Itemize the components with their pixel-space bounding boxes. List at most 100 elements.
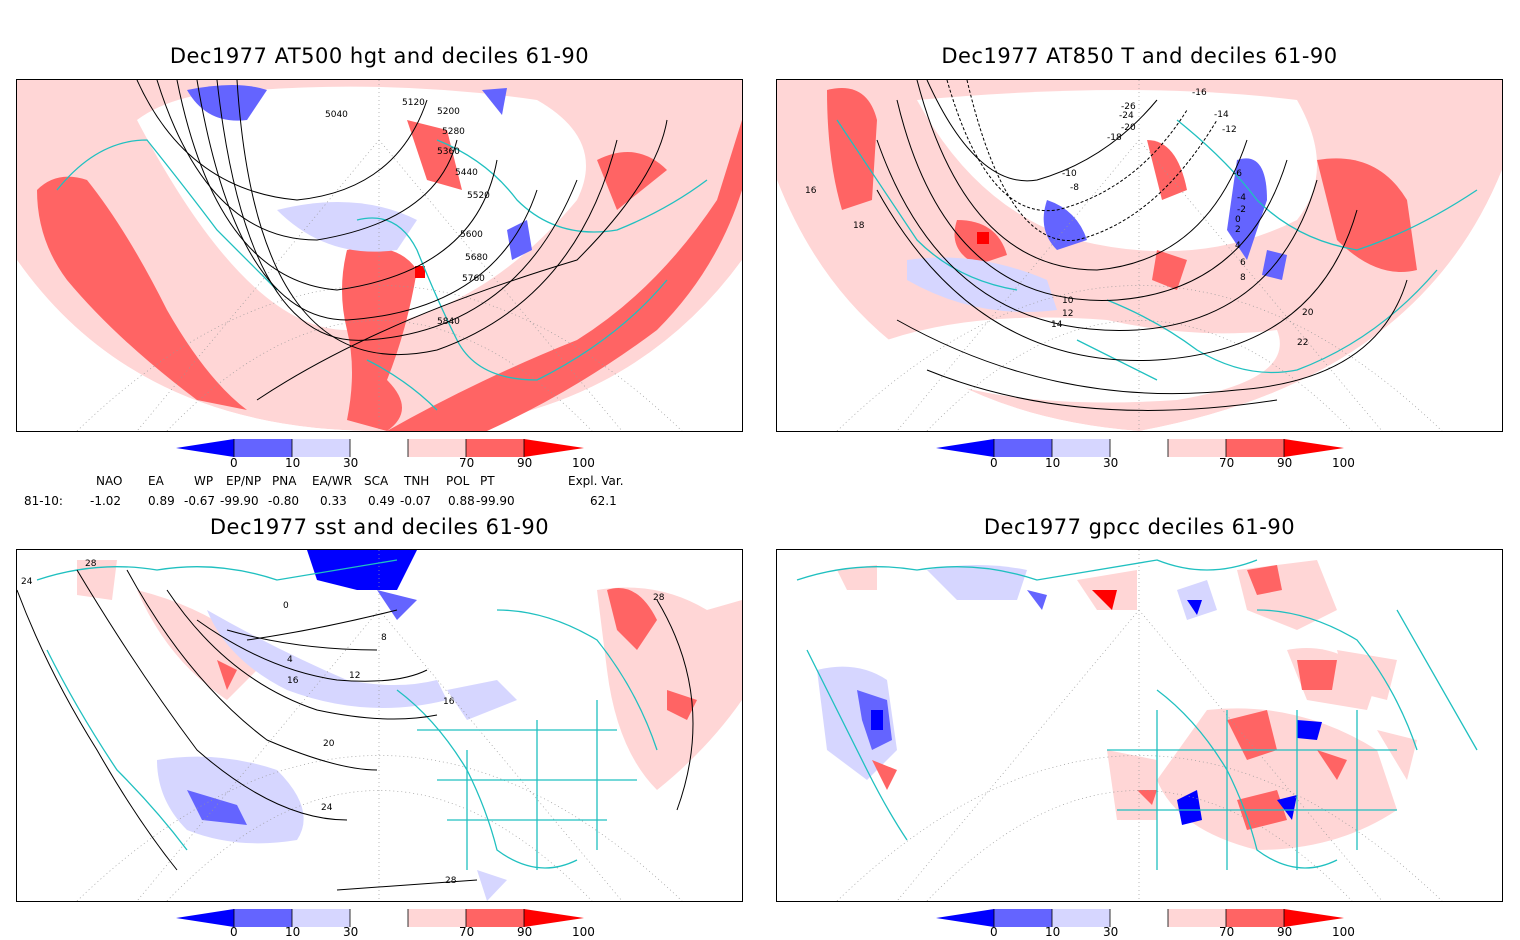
colorbar-tick: 0: [230, 456, 238, 470]
contour-label: -20: [1121, 123, 1136, 133]
teleconnection-header: EA: [148, 474, 164, 488]
colorbar-swatch: [350, 439, 408, 457]
contour-label: 18: [853, 221, 865, 231]
map-panel-at500: 5040 5120 5200 5280 5360 5440 5520 5600 …: [16, 79, 743, 432]
teleconnection-header: POL: [446, 474, 470, 488]
teleconnection-value: -99.90: [220, 494, 259, 508]
colorbar-top-left: 0 10 30 70 90 100: [176, 439, 595, 470]
contour-label: 22: [1297, 338, 1308, 348]
colorbar-bottom-left: 0 10 30 70 90 100: [176, 909, 595, 939]
contour-label: 16: [443, 697, 455, 707]
teleconnection-value: 0.49: [368, 494, 395, 508]
colorbar-tick: 70: [459, 456, 475, 470]
colorbar-swatch: [936, 909, 994, 927]
contour-label: 24: [21, 577, 33, 587]
colorbar-tick: 70: [1219, 925, 1235, 939]
teleconnection-value: -0.67: [184, 494, 216, 508]
contour-label: 28: [653, 593, 665, 603]
colorbar-tick: 90: [517, 925, 533, 939]
teleconnection-value: -1.02: [90, 494, 122, 508]
colorbar-tick: 90: [517, 456, 533, 470]
teleconnection-header: PNA: [272, 474, 297, 488]
teleconnection-header: NAO: [96, 474, 123, 488]
colorbar-swatch: [408, 439, 466, 457]
colorbar-tick: 0: [230, 925, 238, 939]
colorbar-swatch: [1168, 439, 1226, 457]
colorbar-swatch: [292, 909, 350, 927]
colorbar-tick: 70: [459, 925, 475, 939]
teleconnection-value: 0.89: [148, 494, 175, 508]
teleconnection-value: -99.90: [476, 494, 515, 508]
colorbar-swatch: [994, 439, 1052, 457]
contour-label: 5840: [437, 317, 460, 327]
colorbar-swatch: [234, 439, 292, 457]
colorbar-swatch: [524, 909, 584, 927]
colorbar-swatch: [466, 909, 524, 927]
teleconnection-value: 0.88: [448, 494, 475, 508]
panel-title-at500: Dec1977 AT500 hgt and deciles 61-90: [169, 44, 590, 68]
colorbar-bottom-right: 0 10 30 70 90 100: [936, 909, 1355, 939]
colorbar-swatch: [466, 439, 524, 457]
colorbar-tick: 90: [1277, 925, 1293, 939]
contour-label: 2: [1235, 225, 1241, 235]
contour-label: 10: [1062, 296, 1074, 306]
colorbar-tick: 30: [1103, 925, 1119, 939]
contour-label: 4: [287, 655, 293, 665]
contour-label: 16: [805, 186, 817, 196]
contour-label: -26: [1121, 102, 1136, 112]
contour-label: 12: [349, 671, 360, 681]
contour-label: 5440: [455, 168, 478, 178]
colorbar-top-right: 0 10 30 70 90 100: [936, 439, 1355, 470]
contour-label: 5360: [437, 147, 460, 157]
contour-label: 5600: [460, 230, 483, 240]
colorbar-swatch: [1110, 439, 1168, 457]
map-panel-at850: 16 18 20 22 14 12 10 8 6 4 2 0 -2 -4 -6 …: [776, 79, 1503, 432]
colorbar-tick: 30: [1103, 456, 1119, 470]
contour-label: 0: [283, 601, 289, 611]
colorbar-swatch: [1052, 909, 1110, 927]
contour-label: 16: [287, 676, 299, 686]
panel-title-sst: Dec1977 sst and deciles 61-90: [209, 515, 550, 539]
contour-label: 12: [1062, 309, 1073, 319]
colorbar-swatch: [176, 439, 234, 457]
colorbar-swatch: [994, 909, 1052, 927]
colorbar-tick: 10: [285, 925, 301, 939]
contour-label: -2: [1237, 205, 1246, 215]
colorbar-swatch: [350, 909, 408, 927]
contour-label: 5760: [462, 274, 485, 284]
contour-label: 28: [445, 876, 457, 886]
map-panel-gpcc: [776, 549, 1503, 902]
colorbar-tick: 90: [1277, 456, 1293, 470]
colorbar-swatch: [1284, 439, 1344, 457]
colorbar-swatch: [234, 909, 292, 927]
panel-title-at850: Dec1977 AT850 T and deciles 61-90: [941, 44, 1338, 68]
colorbar-swatch: [1110, 909, 1168, 927]
contour-label: -16: [1192, 88, 1207, 98]
contour-label: 0: [1235, 215, 1241, 225]
colorbar-tick: 100: [572, 925, 595, 939]
contour-label: -10: [1062, 169, 1077, 179]
contour-label: 8: [1240, 273, 1246, 283]
colorbar-tick: 30: [343, 925, 359, 939]
colorbar-swatch: [176, 909, 234, 927]
contour-label: -14: [1214, 110, 1229, 120]
colorbar-tick: 10: [1045, 456, 1061, 470]
teleconnection-header: TNH: [404, 474, 430, 488]
contour-label: -18: [1107, 133, 1122, 143]
colorbar-swatch: [936, 439, 994, 457]
colorbar-tick: 0: [990, 456, 998, 470]
colorbar-tick: 100: [1332, 925, 1355, 939]
colorbar-swatch: [1168, 909, 1226, 927]
colorbar-swatch: [292, 439, 350, 457]
colorbar-tick: 10: [1045, 925, 1061, 939]
teleconnection-header: PT: [480, 474, 495, 488]
teleconnection-value: 0.33: [320, 494, 347, 508]
colorbar-tick: 100: [1332, 456, 1355, 470]
panel-title-gpcc: Dec1977 gpcc deciles 61-90: [983, 515, 1296, 539]
contour-label: 4: [1235, 241, 1241, 251]
contour-label: 20: [1302, 308, 1314, 318]
colorbar-tick: 30: [343, 456, 359, 470]
contour-label: 5520: [467, 191, 490, 201]
contour-label: -4: [1237, 193, 1246, 203]
contour-label: 20: [323, 739, 335, 749]
